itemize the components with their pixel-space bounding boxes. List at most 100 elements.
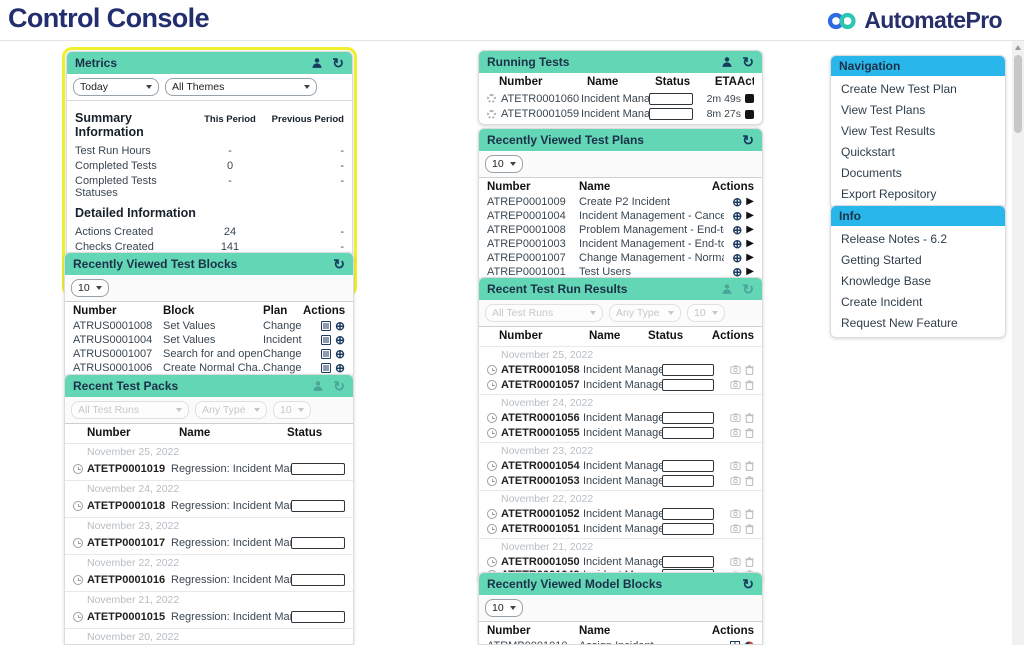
row-number[interactable]: ATRUS0001004 <box>73 334 153 346</box>
refresh-icon[interactable]: ↻ <box>742 132 754 148</box>
block-icon[interactable] <box>320 321 331 331</box>
row-number[interactable]: ATETP0001017 <box>87 536 166 549</box>
metric-prev-value: - <box>340 159 344 172</box>
globe-icon[interactable]: ⊕ <box>732 251 743 265</box>
page-size-select[interactable]: 10 <box>485 599 523 617</box>
refresh-icon[interactable]: ↻ <box>332 55 344 71</box>
trash-icon[interactable] <box>745 364 754 375</box>
globe-icon[interactable]: ⊕ <box>334 319 345 333</box>
camera-icon[interactable] <box>730 476 741 485</box>
row-number[interactable]: ATETR0001058 <box>501 363 580 376</box>
globe-icon[interactable]: ⊕ <box>334 361 345 375</box>
row-number[interactable]: ATREP0001001 <box>487 266 566 278</box>
nav-item-create-new-test-plan[interactable]: Create New Test Plan <box>841 82 957 96</box>
camera-icon[interactable] <box>730 428 741 437</box>
nav-item-quickstart[interactable]: Quickstart <box>841 145 896 159</box>
status-bar <box>662 474 714 487</box>
camera-icon[interactable] <box>730 365 741 374</box>
theme-select[interactable]: All Themes <box>165 78 317 96</box>
row-number[interactable]: ATETR0001056 <box>501 411 580 424</box>
block-icon[interactable] <box>320 335 331 345</box>
row-number[interactable]: ATETR0001052 <box>501 507 580 520</box>
globe-icon[interactable]: ⊕ <box>732 223 743 237</box>
globe-icon[interactable]: ⊕ <box>732 265 743 279</box>
row-number[interactable]: ATREP0001004 <box>487 210 566 222</box>
row-number[interactable]: ATETP0001016 <box>87 573 166 586</box>
table-icon[interactable] <box>730 641 740 644</box>
period-select[interactable]: Today <box>73 78 159 96</box>
play-icon[interactable]: ▶ <box>746 238 754 249</box>
row-number[interactable]: ATREP0001008 <box>487 224 566 236</box>
trash-icon[interactable] <box>745 475 754 486</box>
row-number[interactable]: ATETR0001050 <box>501 555 580 568</box>
row-number[interactable]: ATREP0001007 <box>487 252 566 264</box>
row-number[interactable]: ATRUS0001008 <box>73 320 153 332</box>
camera-icon[interactable] <box>730 413 741 422</box>
camera-icon[interactable] <box>730 524 741 533</box>
trash-icon[interactable] <box>745 508 754 519</box>
nav-item-export-repository[interactable]: Export Repository <box>841 187 937 201</box>
person-icon[interactable] <box>721 56 733 68</box>
vertical-scrollbar[interactable] <box>1012 41 1024 645</box>
row-number[interactable]: ATETR0001057 <box>501 378 580 391</box>
refresh-icon[interactable]: ↻ <box>742 54 754 70</box>
camera-icon[interactable] <box>730 461 741 470</box>
camera-icon[interactable] <box>730 509 741 518</box>
nav-item-view-test-plans[interactable]: View Test Plans <box>841 103 926 117</box>
globe-icon[interactable]: ⊕ <box>732 195 743 209</box>
trash-icon[interactable] <box>745 412 754 423</box>
row-number[interactable]: ATETR0001051 <box>501 522 580 535</box>
info-item-knowledge-base[interactable]: Knowledge Base <box>841 274 932 288</box>
page-size-select[interactable]: 10 <box>485 155 523 173</box>
trash-icon[interactable] <box>745 379 754 390</box>
globe-icon[interactable]: ⊕ <box>732 209 743 223</box>
camera-icon[interactable] <box>730 380 741 389</box>
trash-icon[interactable] <box>745 556 754 567</box>
row-number[interactable]: ATETP0001019 <box>87 462 166 475</box>
refresh-icon[interactable]: ↻ <box>742 576 754 592</box>
trash-icon[interactable] <box>745 523 754 534</box>
row-number[interactable]: ATETR0001059 <box>501 108 580 120</box>
play-icon[interactable]: ▶ <box>746 252 754 263</box>
info-panel: Info Release Notes - 6.2 Getting Started… <box>830 205 1006 338</box>
play-icon[interactable]: ▶ <box>746 196 754 207</box>
info-item-release-notes[interactable]: Release Notes - 6.2 <box>841 232 948 246</box>
trash-icon[interactable] <box>745 460 754 471</box>
row-number[interactable]: ATRUS0001006 <box>73 362 153 374</box>
scroll-up-arrow-icon[interactable] <box>1015 45 1021 50</box>
row-number[interactable]: ATREP0001003 <box>487 238 566 250</box>
play-icon[interactable]: ▶ <box>746 266 754 277</box>
row-number[interactable]: ATREP0001009 <box>487 196 566 208</box>
scrollbar-thumb[interactable] <box>1014 55 1022 133</box>
stop-icon[interactable] <box>745 94 754 103</box>
row-number[interactable]: ATRUS0001007 <box>73 348 153 360</box>
book-icon[interactable] <box>744 641 754 644</box>
row-number[interactable]: ATETP0001015 <box>87 610 166 623</box>
row-number[interactable]: ATETR0001055 <box>501 426 580 439</box>
row-number[interactable]: ATETP0001018 <box>87 499 166 512</box>
row-number[interactable]: ATETR0001060 <box>501 92 580 105</box>
globe-icon[interactable]: ⊕ <box>732 237 743 251</box>
globe-icon[interactable]: ⊕ <box>334 347 345 361</box>
info-item-create-incident[interactable]: Create Incident <box>841 295 923 309</box>
nav-item-documents[interactable]: Documents <box>841 166 902 180</box>
table-row: ATREP0001009 Create P2 Incident ⊕ ▶ <box>479 195 762 209</box>
row-number[interactable]: ATETR0001054 <box>501 459 580 472</box>
info-item-request-new-feature[interactable]: Request New Feature <box>841 316 958 330</box>
person-icon[interactable] <box>311 57 323 69</box>
trash-icon[interactable] <box>745 427 754 438</box>
block-icon[interactable] <box>320 363 331 373</box>
play-icon[interactable]: ▶ <box>746 224 754 235</box>
row-number[interactable]: ATETR0001053 <box>501 474 580 487</box>
globe-icon[interactable]: ⊕ <box>334 333 345 347</box>
stop-icon[interactable] <box>745 109 754 119</box>
nav-item-view-test-results[interactable]: View Test Results <box>841 124 936 138</box>
row-name: Assign Incident <box>579 640 724 644</box>
info-item-getting-started[interactable]: Getting Started <box>841 253 922 267</box>
camera-icon[interactable] <box>730 557 741 566</box>
page-size-select[interactable]: 10 <box>71 279 109 297</box>
block-icon[interactable] <box>320 349 331 359</box>
row-number[interactable]: ATRMB0001010 <box>487 640 579 644</box>
play-icon[interactable]: ▶ <box>746 210 754 221</box>
refresh-icon[interactable]: ↻ <box>333 256 345 272</box>
